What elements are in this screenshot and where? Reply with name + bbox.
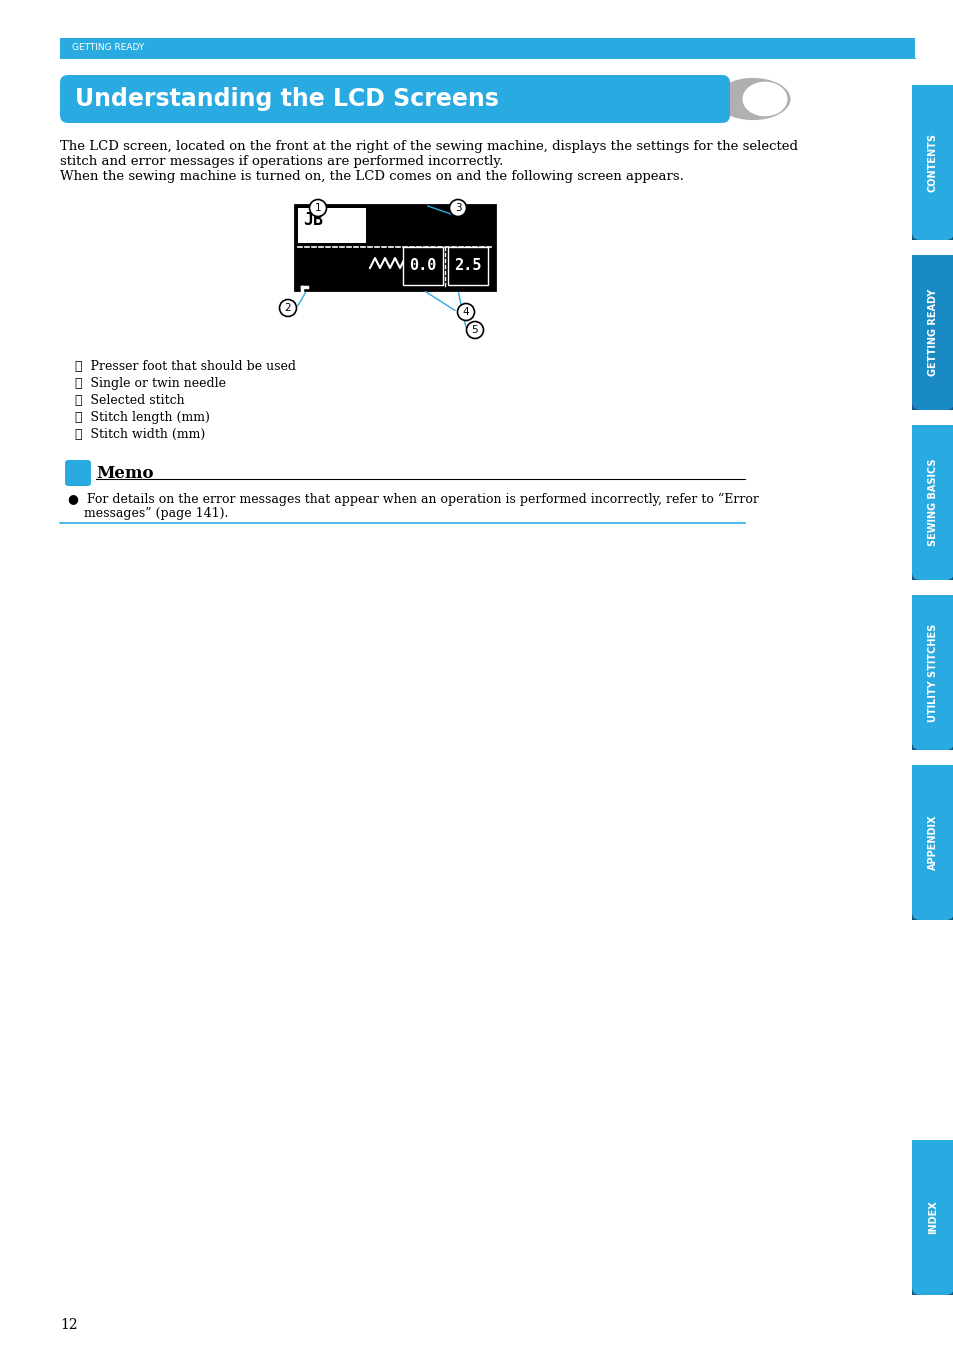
Bar bbox=[448, 247, 488, 284]
FancyBboxPatch shape bbox=[65, 460, 91, 487]
Text: 0.0: 0.0 bbox=[409, 259, 436, 274]
FancyBboxPatch shape bbox=[911, 766, 953, 919]
Text: Memo: Memo bbox=[96, 465, 153, 481]
Circle shape bbox=[309, 200, 326, 217]
Bar bbox=[911, 910, 953, 919]
Text: 5: 5 bbox=[471, 325, 477, 336]
Bar bbox=[294, 205, 495, 290]
Text: ⑤  Stitch width (mm): ⑤ Stitch width (mm) bbox=[75, 429, 205, 441]
Text: When the sewing machine is turned on, the LCD comes on and the following screen : When the sewing machine is turned on, th… bbox=[60, 170, 683, 183]
Ellipse shape bbox=[741, 82, 786, 116]
Text: ④  Stitch length (mm): ④ Stitch length (mm) bbox=[75, 411, 210, 425]
Bar bbox=[911, 1140, 953, 1150]
Text: ③  Selected stitch: ③ Selected stitch bbox=[75, 394, 185, 407]
Bar bbox=[911, 400, 953, 410]
Text: GETTING READY: GETTING READY bbox=[71, 43, 144, 53]
Text: Understanding the LCD Screens: Understanding the LCD Screens bbox=[75, 88, 498, 111]
FancyBboxPatch shape bbox=[911, 255, 953, 410]
Text: stitch and error messages if operations are performed incorrectly.: stitch and error messages if operations … bbox=[60, 155, 503, 168]
Circle shape bbox=[279, 299, 296, 317]
Bar bbox=[60, 38, 914, 58]
Text: 1: 1 bbox=[314, 204, 321, 213]
Text: messages” (page 141).: messages” (page 141). bbox=[68, 507, 228, 520]
FancyBboxPatch shape bbox=[60, 75, 729, 123]
Text: INDEX: INDEX bbox=[927, 1201, 937, 1235]
Ellipse shape bbox=[715, 78, 790, 120]
Text: GETTING READY: GETTING READY bbox=[927, 288, 937, 376]
Circle shape bbox=[457, 303, 474, 321]
Text: The LCD screen, located on the front at the right of the sewing machine, display: The LCD screen, located on the front at … bbox=[60, 140, 797, 154]
Bar bbox=[911, 231, 953, 240]
Text: 2: 2 bbox=[284, 303, 291, 313]
Bar bbox=[911, 740, 953, 749]
Circle shape bbox=[449, 200, 466, 217]
Bar bbox=[911, 85, 953, 94]
Text: 2.5: 2.5 bbox=[454, 259, 481, 274]
Text: SEWING BASICS: SEWING BASICS bbox=[927, 458, 937, 546]
Text: CONTENTS: CONTENTS bbox=[927, 133, 937, 191]
Text: JB: JB bbox=[303, 212, 323, 229]
FancyBboxPatch shape bbox=[911, 594, 953, 749]
Circle shape bbox=[466, 322, 483, 338]
Text: 12: 12 bbox=[60, 1318, 77, 1332]
Text: ①  Presser foot that should be used: ① Presser foot that should be used bbox=[75, 360, 295, 373]
Bar bbox=[911, 255, 953, 266]
Text: 4: 4 bbox=[462, 307, 469, 317]
Text: 3: 3 bbox=[455, 204, 461, 213]
Bar bbox=[297, 208, 366, 243]
Bar bbox=[911, 1285, 953, 1295]
Text: APPENDIX: APPENDIX bbox=[927, 814, 937, 871]
Bar bbox=[911, 766, 953, 775]
Text: ②  Single or twin needle: ② Single or twin needle bbox=[75, 377, 226, 390]
Bar bbox=[402, 247, 442, 284]
FancyBboxPatch shape bbox=[911, 1140, 953, 1295]
Bar bbox=[911, 570, 953, 580]
FancyBboxPatch shape bbox=[911, 85, 953, 240]
Bar bbox=[911, 594, 953, 605]
FancyBboxPatch shape bbox=[911, 425, 953, 580]
Text: UTILITY STITCHES: UTILITY STITCHES bbox=[927, 623, 937, 721]
Bar bbox=[911, 425, 953, 435]
Text: ●  For details on the error messages that appear when an operation is performed : ● For details on the error messages that… bbox=[68, 493, 758, 507]
